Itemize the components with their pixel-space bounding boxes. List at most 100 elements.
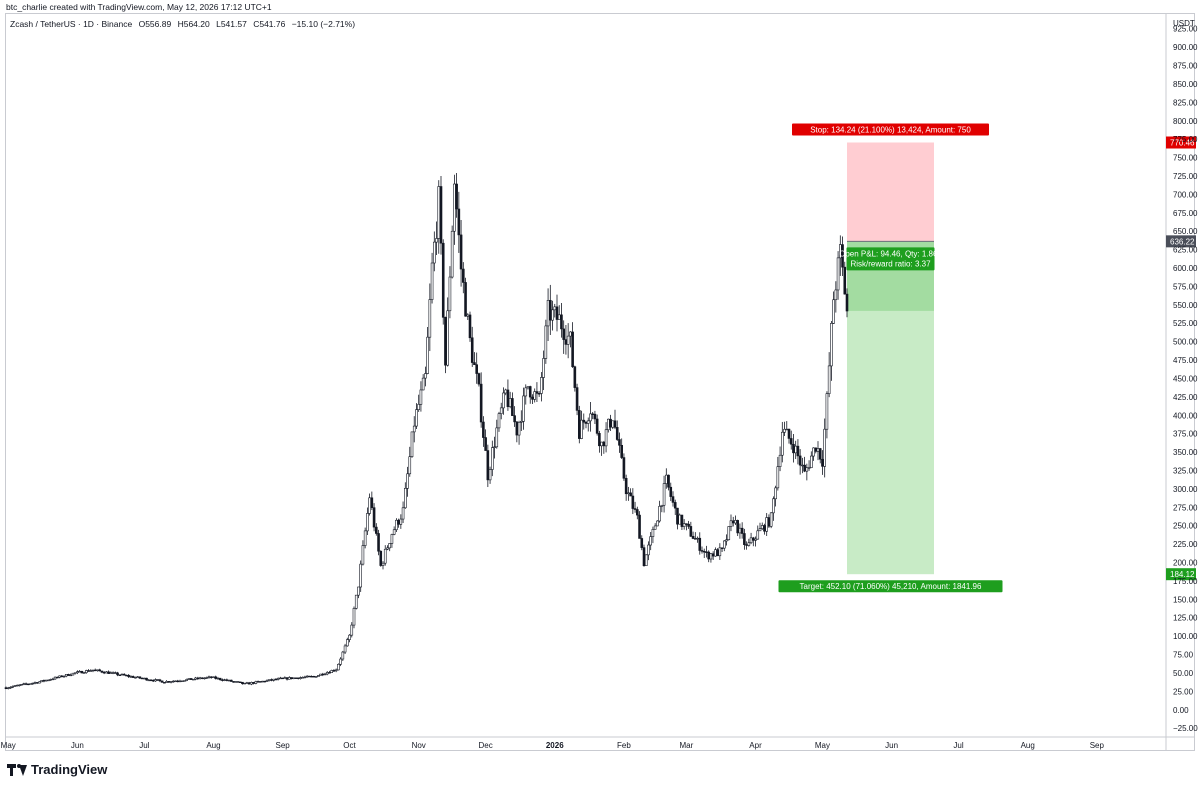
candle-body — [502, 392, 505, 409]
y-tick-label: 700.00 — [1173, 190, 1198, 199]
candle-body — [180, 680, 184, 682]
y-tick-label: 475.00 — [1173, 356, 1198, 365]
tradingview-brand[interactable]: TradingView — [7, 762, 107, 777]
candle-body — [540, 377, 543, 394]
candle-body — [419, 389, 423, 405]
candle-body — [464, 282, 467, 317]
candle-body — [508, 398, 512, 407]
candle-body — [595, 418, 599, 434]
candle-body — [656, 520, 659, 527]
position-labels: Stop: 134.24 (21.100%) 13,424, Amount: 7… — [778, 123, 1196, 593]
candle-body — [649, 536, 652, 546]
candle-body — [348, 634, 351, 640]
candle-body — [475, 364, 478, 374]
candle-body — [513, 415, 516, 423]
candle-body — [250, 682, 253, 685]
candle-body — [328, 672, 331, 674]
candle-body — [24, 683, 28, 685]
x-tick-label: Jun — [885, 741, 898, 750]
candle-body — [571, 331, 574, 368]
candle-body — [586, 420, 590, 424]
candle-body — [504, 389, 507, 394]
candle-body — [151, 679, 155, 682]
candle-body — [209, 676, 213, 678]
candle-body — [428, 299, 432, 338]
candle-body — [317, 675, 320, 677]
candle-body — [671, 496, 675, 503]
target-price-tag: 184.12 — [1166, 568, 1196, 581]
candle-body — [682, 523, 686, 527]
y-tick-label: 825.00 — [1173, 98, 1198, 107]
candle-body — [354, 594, 358, 609]
x-tick-label: Aug — [206, 741, 220, 750]
candle-body — [149, 679, 153, 682]
candle-body — [301, 677, 304, 679]
candle-body — [426, 336, 429, 374]
candle-body — [109, 672, 113, 674]
candle-body — [450, 230, 454, 278]
candle-body — [841, 244, 844, 268]
candle-body — [526, 386, 530, 389]
candle-body — [15, 684, 19, 687]
candle-body — [544, 325, 548, 359]
candle-body — [288, 677, 291, 680]
candle-body — [662, 483, 666, 506]
candle-body — [615, 427, 619, 440]
y-tick-label: 200.00 — [1173, 559, 1198, 568]
candle-body — [216, 677, 220, 680]
candle-body — [486, 450, 490, 481]
candle-body — [11, 686, 14, 688]
candle-body — [73, 672, 77, 674]
legend-low: L541.57 — [216, 19, 247, 29]
y-tick-label: 325.00 — [1173, 466, 1198, 475]
candle-body — [85, 670, 88, 673]
candle-body — [462, 268, 465, 283]
candle-body — [491, 447, 494, 470]
candle-body — [575, 387, 579, 411]
target-price-tag-bg — [1166, 568, 1196, 581]
candle-body — [834, 289, 838, 301]
currency-label: USDT — [1173, 19, 1195, 28]
candle-body — [783, 428, 786, 433]
x-tick-label: 2026 — [546, 741, 564, 750]
stop-zone — [847, 142, 934, 242]
x-tick-label: Sep — [1090, 741, 1105, 750]
open-pl-bg — [846, 247, 935, 271]
candle-body — [120, 673, 124, 676]
candle-body — [56, 676, 59, 679]
candle-body — [714, 549, 717, 557]
y-tick-label: 575.00 — [1173, 282, 1198, 291]
time-axis: May Jun Jul Aug Sep Oct Nov Dec 2026 Feb Mar Apr May… — [1, 741, 1105, 750]
candle-body — [633, 508, 637, 510]
candle-body — [736, 520, 739, 534]
candle-body — [339, 658, 342, 665]
candle-body — [687, 523, 690, 527]
candle-body — [723, 540, 726, 549]
candle-body — [622, 457, 626, 479]
candle-body — [533, 391, 536, 400]
candle-body — [274, 678, 278, 681]
y-tick-label: 625.00 — [1173, 246, 1198, 255]
candle-body — [555, 306, 559, 320]
y-tick-label: 400.00 — [1173, 411, 1198, 420]
candle-body — [230, 679, 233, 682]
candle-body — [29, 683, 32, 685]
candle-body — [466, 314, 470, 317]
y-tick-label: 125.00 — [1173, 614, 1198, 623]
y-tick-label: 900.00 — [1173, 43, 1198, 52]
legend-symbol[interactable]: Zcash / TetherUS · 1D · Binance — [10, 19, 133, 29]
candle-body — [470, 337, 474, 363]
candle-body — [497, 413, 501, 429]
candle-body — [493, 446, 496, 448]
candle-body — [653, 525, 657, 530]
candle-body — [627, 492, 630, 495]
risk-reward-text: Risk/reward ratio: 3.37 — [850, 259, 931, 268]
candle-body — [636, 509, 639, 516]
candle-body — [707, 551, 710, 560]
x-tick-label: Mar — [679, 741, 693, 750]
candle-body — [725, 539, 728, 542]
candle-body — [221, 679, 224, 681]
candle-body — [515, 421, 519, 436]
candle-body — [778, 454, 782, 468]
